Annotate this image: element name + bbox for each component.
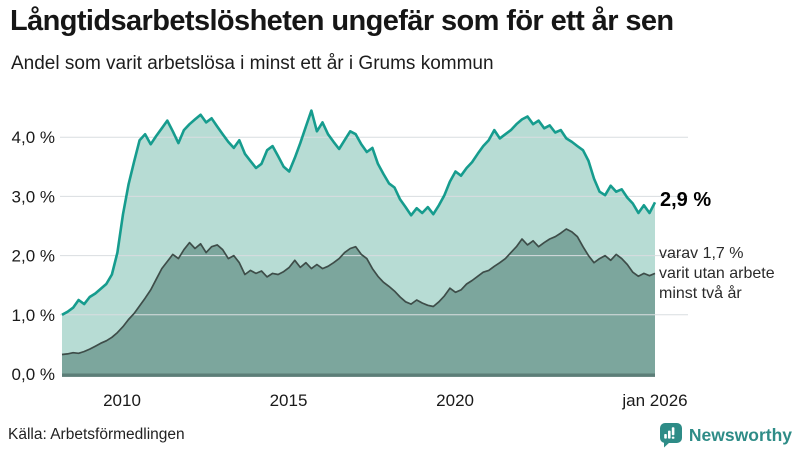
line-series-1 [61,228,656,356]
note-line: minst två år [659,285,742,302]
note-line: varit utan arbete [659,265,775,282]
y-tick-label: 2,0 % [12,247,55,266]
line-series-0 [61,109,657,316]
y-tick-label: 3,0 % [12,187,55,206]
latest-value-label: 2,9 % [660,189,712,211]
x-tick-label: jan 2026 [621,391,687,410]
y-tick-label: 0,0 % [12,365,55,384]
y-tick-label: 1,0 % [12,306,55,325]
area-fill-series-1 [62,229,655,374]
secondary-series-note: varav 1,7 % varit utan arbete minst två … [659,244,775,304]
x-tick-label: 2010 [103,391,141,410]
chart-subtitle: Andel som varit arbetslösa i minst ett å… [11,53,494,74]
x-axis-baseline [62,373,655,377]
note-line: varav 1,7 % [659,245,744,262]
brand-logo: Newsworthy [659,422,792,448]
source-attribution: Källa: Arbetsförmedlingen [8,426,185,443]
x-tick-label: 2020 [436,391,474,410]
newsworthy-icon [659,423,682,448]
x-tick-label: 2015 [270,391,308,410]
y-tick-label: 4,0 % [12,128,55,147]
brand-name: Newsworthy [688,424,792,445]
page-title: Långtidsarbetslösheten ungefär som för e… [10,5,674,37]
